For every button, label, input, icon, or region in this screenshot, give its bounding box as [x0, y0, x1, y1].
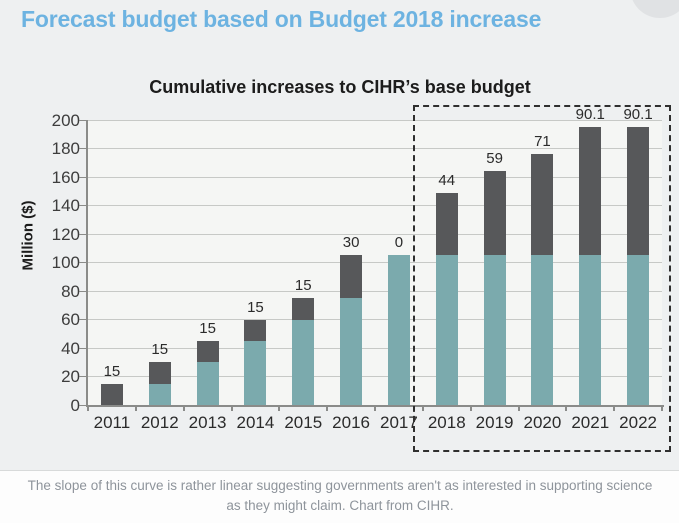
- divider-line: [0, 470, 679, 471]
- caption-band: [0, 471, 679, 523]
- chart-caption: The slope of this curve is rather linear…: [27, 478, 653, 513]
- y-axis-title: Million ($): [19, 200, 37, 271]
- chart-title: Cumulative increases to CIHR’s base budg…: [149, 77, 531, 97]
- page-title: Forecast budget based on Budget 2018 inc…: [21, 6, 542, 32]
- forecast-highlight-dashed-rectangle: [413, 105, 671, 452]
